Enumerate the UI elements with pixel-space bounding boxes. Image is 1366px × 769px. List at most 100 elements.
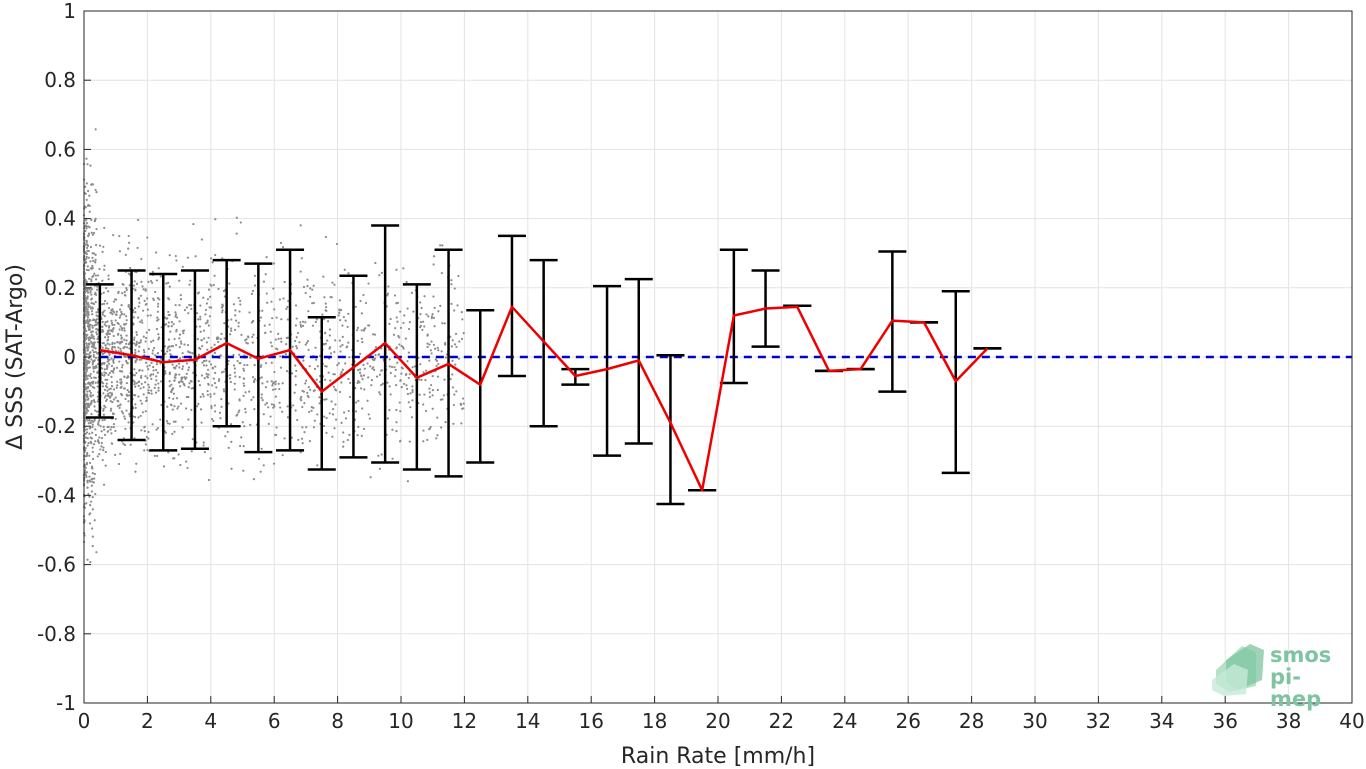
scatter-point <box>144 410 147 413</box>
scatter-point <box>408 373 411 376</box>
scatter-point <box>94 258 97 261</box>
scatter-point <box>230 329 233 332</box>
scatter-point <box>295 347 299 350</box>
scatter-point <box>110 321 114 325</box>
scatter-point <box>84 388 87 391</box>
scatter-point <box>85 198 88 201</box>
scatter-point <box>125 334 128 337</box>
scatter-point <box>342 315 345 319</box>
scatter-point <box>295 336 298 339</box>
scatter-point <box>121 363 124 367</box>
scatter-point <box>154 383 157 386</box>
scatter-point <box>132 284 135 287</box>
scatter-point <box>176 316 179 319</box>
scatter-point <box>412 310 415 313</box>
scatter-point <box>178 357 182 360</box>
scatter-point <box>366 399 369 402</box>
scatter-point <box>133 342 136 345</box>
scatter-point <box>134 289 137 292</box>
scatter-point <box>87 442 90 445</box>
scatter-point <box>407 327 411 331</box>
scatter-point <box>190 450 193 453</box>
scatter-point <box>145 396 148 399</box>
scatter-point <box>396 320 399 323</box>
scatter-point <box>404 337 407 340</box>
scatter-point <box>312 426 316 429</box>
scatter-point <box>298 341 301 344</box>
scatter-point <box>430 315 434 318</box>
scatter-point <box>148 328 151 331</box>
scatter-point <box>189 379 192 383</box>
scatter-point <box>191 352 194 355</box>
scatter-point <box>238 376 241 379</box>
scatter-point <box>138 380 141 383</box>
scatter-point <box>156 371 159 374</box>
x-tick-label: 30 <box>1022 709 1047 733</box>
scatter-point <box>270 361 273 364</box>
scatter-point <box>399 379 402 382</box>
scatter-point <box>102 483 106 486</box>
scatter-point <box>134 403 137 406</box>
scatter-point <box>134 394 137 397</box>
scatter-point <box>347 312 350 315</box>
scatter-point <box>95 323 98 326</box>
scatter-point <box>391 428 394 431</box>
y-tick-label: 0 <box>63 345 76 369</box>
scatter-point <box>138 301 141 304</box>
scatter-point <box>265 256 268 259</box>
scatter-point <box>185 372 188 375</box>
scatter-point <box>275 426 278 429</box>
scatter-point <box>171 432 174 436</box>
scatter-point <box>169 403 173 406</box>
scatter-point <box>103 268 106 271</box>
scatter-point <box>431 312 434 316</box>
scatter-point <box>140 280 143 284</box>
scatter-point <box>450 283 453 286</box>
scatter-point <box>108 353 111 357</box>
scatter-point <box>356 329 359 332</box>
scatter-point <box>211 384 214 387</box>
scatter-point <box>311 288 314 291</box>
scatter-point <box>334 339 337 342</box>
scatter-point <box>128 347 131 350</box>
scatter-point <box>220 398 223 401</box>
scatter-point <box>308 388 312 391</box>
scatter-point <box>192 222 195 226</box>
scatter-point <box>146 365 149 368</box>
scatter-point <box>133 380 136 384</box>
scatter-point <box>111 342 114 346</box>
scatter-point <box>85 363 88 366</box>
scatter-point <box>270 380 273 383</box>
scatter-point <box>346 325 349 329</box>
scatter-point <box>103 428 106 431</box>
scatter-point <box>107 362 111 365</box>
scatter-point <box>85 428 88 431</box>
scatter-point <box>101 458 104 462</box>
scatter-point <box>308 365 311 368</box>
scatter-point <box>119 350 123 353</box>
scatter-point <box>171 363 174 366</box>
scatter-point <box>110 385 114 388</box>
scatter-point <box>185 362 189 365</box>
scatter-point <box>167 325 170 328</box>
scatter-point <box>390 365 394 369</box>
scatter-point <box>147 430 150 434</box>
scatter-point <box>453 309 456 312</box>
scatter-point <box>118 250 122 253</box>
scatter-point <box>336 364 339 367</box>
scatter-point <box>106 389 109 392</box>
x-axis-label: Rain Rate [mm/h] <box>621 744 815 769</box>
scatter-point <box>95 314 98 317</box>
scatter-point <box>324 309 327 312</box>
scatter-point <box>367 413 370 416</box>
scatter-point <box>197 353 201 356</box>
scatter-point <box>87 203 90 207</box>
scatter-point <box>139 399 142 402</box>
scatter-point <box>119 386 122 389</box>
scatter-point <box>337 362 340 365</box>
scatter-point <box>94 433 98 437</box>
scatter-point <box>328 328 332 331</box>
scatter-point <box>331 408 335 411</box>
scatter-point <box>428 427 431 430</box>
scatter-point <box>245 341 248 344</box>
